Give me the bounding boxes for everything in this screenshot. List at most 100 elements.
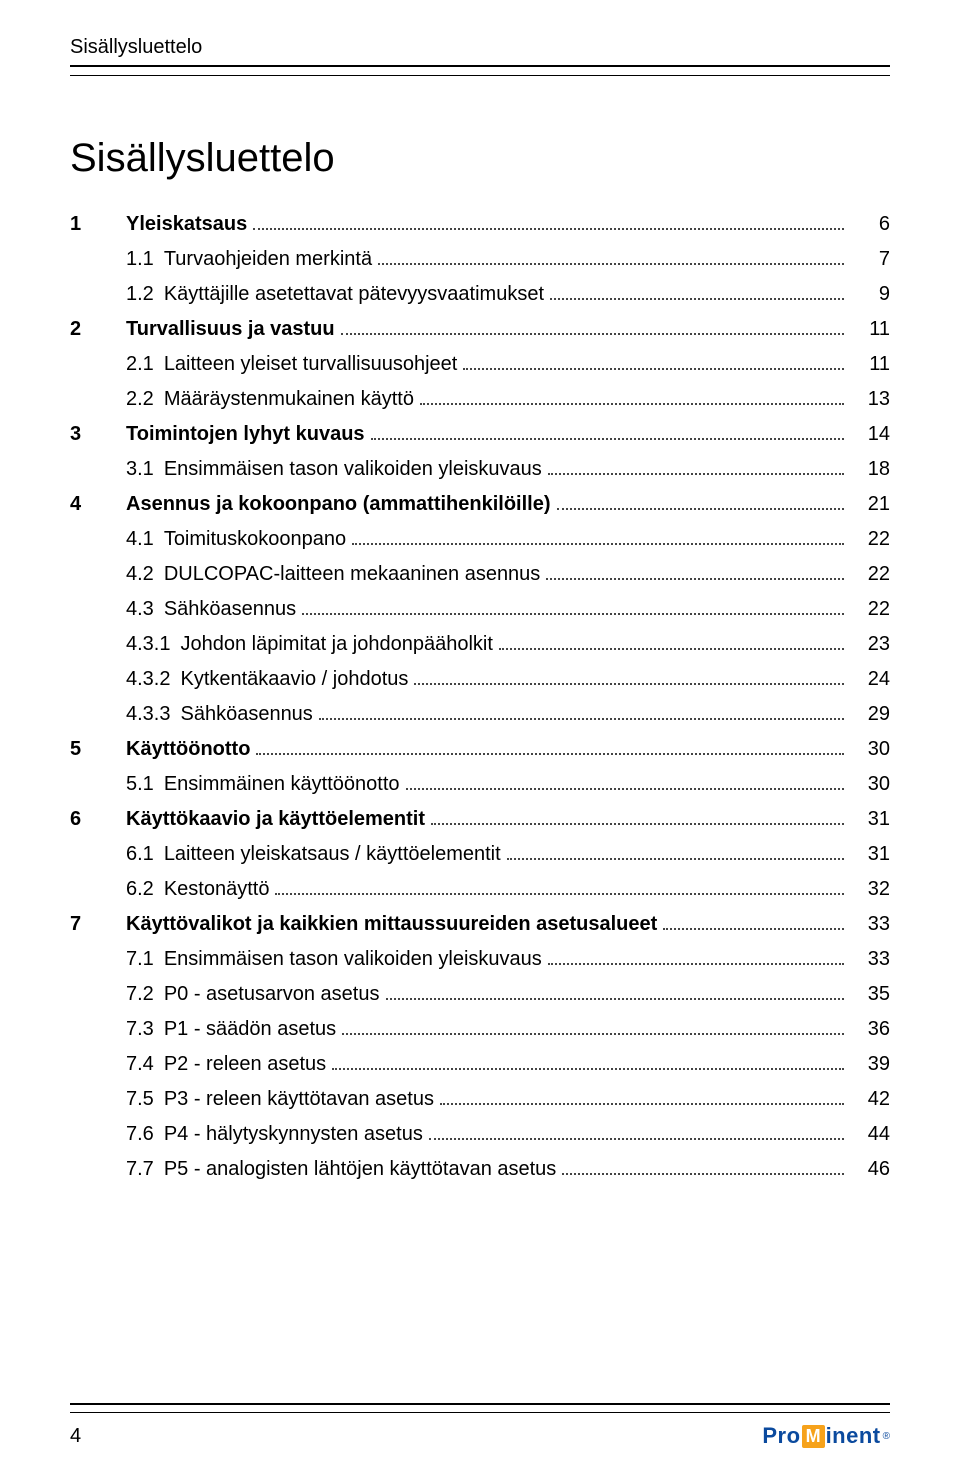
toc-row: 5Käyttöönotto30	[70, 734, 890, 765]
toc-label-cell: 4.3Sähköasennus	[126, 594, 850, 625]
toc-page-number: 33	[850, 944, 890, 975]
toc-chapter-number: 1	[70, 209, 126, 240]
toc-label: Laitteen yleiset turvallisuusohjeet	[164, 349, 458, 380]
toc-leader	[546, 562, 844, 580]
toc-label: Käyttökaavio ja käyttöelementit	[126, 804, 425, 835]
toc-label: Laitteen yleiskatsaus / käyttöelementit	[164, 839, 501, 870]
toc-page-number: 22	[850, 559, 890, 590]
toc-label: Ensimmäisen tason valikoiden yleiskuvaus	[164, 454, 542, 485]
toc-page-number: 6	[850, 209, 890, 240]
toc-page-number: 42	[850, 1084, 890, 1115]
page-title: Sisällysluettelo	[70, 136, 890, 181]
toc-row: 7.2P0 - asetusarvon asetus35	[70, 979, 890, 1010]
page-number: 4	[70, 1425, 81, 1448]
toc-label-cell: 7.7P5 - analogisten lähtöjen käyttötavan…	[126, 1154, 850, 1185]
toc-page-number: 11	[850, 349, 890, 380]
toc-label: DULCOPAC-laitteen mekaaninen asennus	[164, 559, 541, 590]
toc-section-number: 4.3	[126, 594, 154, 625]
toc-label-cell: 4.2DULCOPAC-laitteen mekaaninen asennus	[126, 559, 850, 590]
toc-section-number: 7.1	[126, 944, 154, 975]
toc-label: Turvaohjeiden merkintä	[164, 244, 372, 275]
toc-chapter-number: 6	[70, 804, 126, 835]
toc-section-number: 4.3.1	[126, 629, 170, 660]
toc-row: 6.1Laitteen yleiskatsaus / käyttöelement…	[70, 839, 890, 870]
toc-label: Turvallisuus ja vastuu	[126, 314, 335, 345]
toc-row: 4.3Sähköasennus22	[70, 594, 890, 625]
toc-leader	[550, 282, 844, 300]
toc-leader	[440, 1087, 844, 1105]
toc-page-number: 24	[850, 664, 890, 695]
toc-page-number: 7	[850, 244, 890, 275]
running-head: Sisällysluettelo	[70, 36, 890, 67]
toc-chapter-number: 2	[70, 314, 126, 345]
toc-leader	[352, 527, 844, 545]
document-page: Sisällysluettelo Sisällysluettelo 1Yleis…	[0, 0, 960, 1479]
toc-leader	[378, 247, 844, 265]
toc-leader	[463, 352, 844, 370]
toc-chapter-number: 4	[70, 489, 126, 520]
toc-leader	[332, 1052, 844, 1070]
toc-page-number: 13	[850, 384, 890, 415]
toc-leader	[562, 1157, 844, 1175]
toc-section-number: 4.1	[126, 524, 154, 555]
toc-row: 1.1Turvaohjeiden merkintä7	[70, 244, 890, 275]
toc-row: 4.3.3Sähköasennus29	[70, 699, 890, 730]
toc-section-number: 2.1	[126, 349, 154, 380]
toc-page-number: 30	[850, 734, 890, 765]
toc-row: 7Käyttövalikot ja kaikkien mittaussuurei…	[70, 909, 890, 940]
toc-label-cell: Asennus ja kokoonpano (ammattihenkilöill…	[126, 489, 850, 520]
toc-label-cell: 5.1Ensimmäinen käyttöönotto	[126, 769, 850, 800]
toc-label-cell: 4.3.1 Johdon läpimitat ja johdonpääholkit	[126, 629, 850, 660]
toc-leader	[663, 912, 844, 930]
toc-page-number: 22	[850, 594, 890, 625]
toc-label: Käyttöönotto	[126, 734, 250, 765]
toc-section-number: 4.3.2	[126, 664, 170, 695]
toc-label-cell: 4.3.3Sähköasennus	[126, 699, 850, 730]
toc-page-number: 44	[850, 1119, 890, 1150]
toc-row: 4.1Toimituskokoonpano22	[70, 524, 890, 555]
toc-label-cell: Toimintojen lyhyt kuvaus	[126, 419, 850, 450]
toc-row: 7.4P2 - releen asetus39	[70, 1049, 890, 1080]
table-of-contents: 1Yleiskatsaus61.1Turvaohjeiden merkintä7…	[70, 209, 890, 1185]
toc-page-number: 33	[850, 909, 890, 940]
toc-page-number: 22	[850, 524, 890, 555]
toc-label-cell: 6.1Laitteen yleiskatsaus / käyttöelement…	[126, 839, 850, 870]
toc-label-cell: Käyttövalikot ja kaikkien mittaussuureid…	[126, 909, 850, 940]
toc-leader	[275, 877, 844, 895]
toc-row: 3Toimintojen lyhyt kuvaus14	[70, 419, 890, 450]
toc-leader	[319, 702, 844, 720]
toc-page-number: 18	[850, 454, 890, 485]
toc-page-number: 30	[850, 769, 890, 800]
toc-label: Käyttövalikot ja kaikkien mittaussuureid…	[126, 909, 657, 940]
toc-label-cell: 7.4P2 - releen asetus	[126, 1049, 850, 1080]
toc-leader	[548, 947, 844, 965]
toc-page-number: 36	[850, 1014, 890, 1045]
toc-page-number: 35	[850, 979, 890, 1010]
toc-section-number: 7.7	[126, 1154, 154, 1185]
toc-page-number: 31	[850, 839, 890, 870]
toc-row: 7.7P5 - analogisten lähtöjen käyttötavan…	[70, 1154, 890, 1185]
brand-logo: Pro M inent ®	[762, 1423, 890, 1449]
toc-row: 4.2DULCOPAC-laitteen mekaaninen asennus2…	[70, 559, 890, 590]
toc-section-number: 7.5	[126, 1084, 154, 1115]
toc-label-cell: Käyttökaavio ja käyttöelementit	[126, 804, 850, 835]
toc-section-number: 6.2	[126, 874, 154, 905]
toc-leader	[342, 1017, 844, 1035]
toc-leader	[256, 737, 844, 755]
toc-page-number: 11	[850, 314, 890, 345]
toc-label-cell: 4.1Toimituskokoonpano	[126, 524, 850, 555]
toc-leader	[302, 597, 844, 615]
toc-label-cell: 4.3.2Kytkentäkaavio / johdotus	[126, 664, 850, 695]
toc-label: Johdon läpimitat ja johdonpääholkit	[180, 629, 492, 660]
toc-label: Yleiskatsaus	[126, 209, 247, 240]
toc-label-cell: 7.3P1 - säädön asetus	[126, 1014, 850, 1045]
toc-section-number: 1.2	[126, 279, 154, 310]
toc-leader	[507, 842, 844, 860]
toc-label-cell: 7.2P0 - asetusarvon asetus	[126, 979, 850, 1010]
toc-row: 4.3.1 Johdon läpimitat ja johdonpääholkit…	[70, 629, 890, 660]
toc-page-number: 32	[850, 874, 890, 905]
toc-label: Ensimmäinen käyttöönotto	[164, 769, 400, 800]
toc-label-cell: 7.1Ensimmäisen tason valikoiden yleiskuv…	[126, 944, 850, 975]
toc-section-number: 7.4	[126, 1049, 154, 1080]
toc-row: 4.3.2Kytkentäkaavio / johdotus24	[70, 664, 890, 695]
